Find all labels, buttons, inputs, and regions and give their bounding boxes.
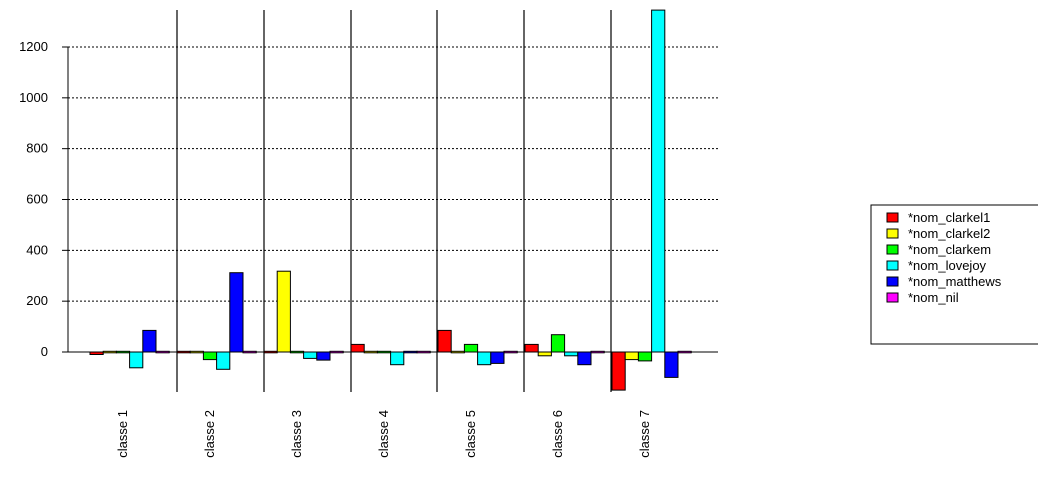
bar-6-3 — [550, 334, 566, 353]
gridlines — [68, 46, 718, 353]
bar-4-1 — [350, 343, 365, 353]
bar-7-3 — [637, 351, 653, 362]
bar-7-1 — [611, 351, 626, 391]
x-axis-labels: classe 1 classe 2 classe 3 classe 4 classe 5… — [115, 410, 652, 458]
bar-3-2 — [276, 270, 291, 353]
y-tick-label: 1200 — [19, 39, 48, 54]
bar-3-4 — [303, 351, 318, 359]
legend: *nom_clarkel1*nom_clarkel2*nom_clarkem*n… — [870, 204, 1038, 345]
bar-6-6 — [590, 350, 605, 354]
y-tick-label: 400 — [26, 242, 48, 257]
category-label: classe 1 — [115, 410, 130, 458]
bar-2-4 — [216, 351, 231, 370]
bar-6-5 — [577, 351, 592, 366]
legend-swatch — [886, 244, 899, 255]
legend-swatch — [886, 228, 899, 239]
y-tick-label: 800 — [26, 141, 48, 156]
bar-1-5 — [142, 329, 157, 353]
bar-1-6 — [155, 350, 170, 354]
bar-1-4 — [129, 351, 144, 369]
bar-1-3 — [115, 350, 131, 354]
legend-swatch — [886, 212, 899, 223]
y-tick-label: 600 — [26, 192, 48, 207]
legend-label: *nom_nil — [908, 290, 959, 305]
y-axis: 0 200 400 600 800 1000 1200 — [19, 39, 69, 359]
legend-swatch — [886, 260, 899, 271]
bar-2-3 — [202, 351, 218, 361]
category-separators — [176, 10, 612, 392]
bar-5-3 — [463, 343, 479, 353]
category-label: classe 3 — [289, 410, 304, 458]
bar-6-2 — [537, 351, 552, 357]
bar-3-1 — [263, 350, 278, 354]
bar-7-4 — [651, 9, 666, 353]
bar-4-3 — [376, 350, 392, 354]
bar-5-2 — [450, 350, 465, 354]
bar-1-1 — [89, 351, 104, 355]
bar-2-2 — [189, 350, 204, 354]
bar-5-6 — [503, 350, 518, 354]
bar-2-6 — [242, 350, 257, 354]
legend-label: *nom_clarkel2 — [908, 226, 990, 241]
legend-label: *nom_matthews — [908, 274, 1002, 289]
bars — [89, 9, 692, 391]
y-tick-label: 200 — [26, 293, 48, 308]
bar-4-2 — [363, 350, 378, 354]
category-label: classe 5 — [463, 410, 478, 458]
bar-6-4 — [564, 351, 579, 357]
category-label: classe 4 — [376, 410, 391, 458]
bar-7-2 — [624, 351, 639, 361]
legend-swatch — [886, 276, 899, 287]
legend-swatch — [886, 292, 899, 303]
category-label: classe 6 — [550, 410, 565, 458]
bar-3-6 — [329, 350, 344, 354]
legend-box — [870, 204, 1038, 345]
bar-6-1 — [524, 343, 539, 353]
bar-2-1 — [176, 350, 191, 354]
bar-2-5 — [229, 272, 244, 353]
bar-7-5 — [664, 351, 679, 378]
legend-label: *nom_lovejoy — [908, 258, 987, 273]
bar-4-4 — [390, 351, 405, 366]
legend-label: *nom_clarkem — [908, 242, 991, 257]
bar-4-5 — [403, 350, 418, 354]
y-tick-label: 0 — [41, 344, 48, 359]
bar-4-6 — [416, 350, 431, 354]
category-label: classe 2 — [202, 410, 217, 458]
bar-3-5 — [316, 351, 331, 361]
bar-3-3 — [289, 350, 305, 354]
bar-5-5 — [490, 351, 505, 364]
bar-1-2 — [102, 350, 117, 354]
bar-5-1 — [437, 329, 452, 353]
bar-5-4 — [477, 351, 492, 366]
legend-label: *nom_clarkel1 — [908, 210, 990, 225]
category-label: classe 7 — [637, 410, 652, 458]
bar-7-6 — [677, 350, 692, 354]
y-tick-label: 1000 — [19, 90, 48, 105]
